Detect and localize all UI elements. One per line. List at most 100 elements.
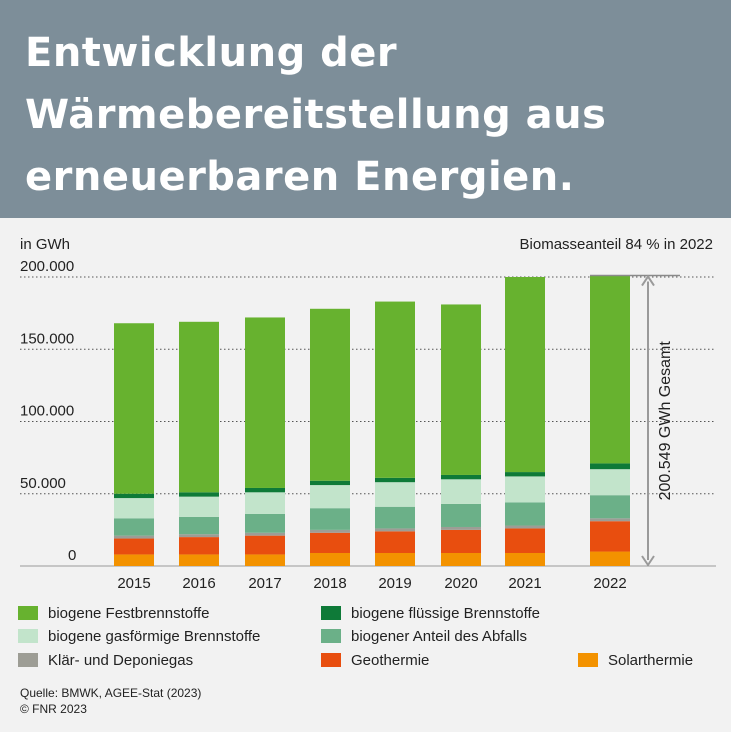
legend-swatch	[321, 606, 341, 620]
y-tick-label: 50.000	[20, 475, 66, 492]
bar-segment	[505, 472, 545, 477]
total-arrow-head-down	[641, 555, 655, 567]
bar-segment	[505, 502, 545, 526]
bar-segment	[114, 498, 154, 519]
bar-segment	[441, 479, 481, 504]
x-tick-label: 2019	[378, 575, 411, 592]
copyright-line: © FNR 2023	[20, 702, 87, 716]
x-tick-label: 2022	[593, 575, 626, 592]
bar-segment	[245, 317, 285, 488]
bar-segment	[375, 482, 415, 507]
bar-segment	[245, 535, 285, 555]
bar-segment	[505, 552, 545, 566]
bar-segment	[590, 495, 630, 519]
legend-swatch	[18, 606, 38, 620]
bar-segment	[441, 529, 481, 553]
bar-segment	[505, 277, 545, 473]
title-banner: Entwicklung der Wärmebereitstellung aus …	[0, 0, 731, 218]
bar-segment	[114, 535, 154, 539]
bar-segment	[114, 518, 154, 536]
chart-area: in GWh Biomasseanteil 84 % in 2022 0 50.0…	[0, 218, 731, 732]
legend-label: biogene gasförmige Brennstoffe	[48, 627, 261, 645]
bar-segment	[179, 534, 219, 538]
bar-segment	[310, 532, 350, 553]
y-tick-label: 150.000	[20, 330, 74, 347]
bar-segment	[441, 503, 481, 527]
legend-swatch	[578, 653, 598, 667]
bar-segment	[505, 476, 545, 503]
legend-item-deponiegas: Klär- und Deponiegas	[18, 651, 193, 669]
bar-segment	[441, 304, 481, 475]
bar-segment	[310, 508, 350, 530]
bar-segment	[590, 551, 630, 566]
bars	[114, 275, 630, 566]
bar-segment	[590, 275, 630, 464]
title-line-1: Entwicklung der	[25, 30, 398, 76]
total-label: 200.549 GWh Gesamt	[657, 341, 674, 501]
x-tick-label: 2015	[117, 575, 150, 592]
bar-segment	[375, 506, 415, 529]
bar-segment	[310, 485, 350, 509]
bar-segment	[375, 301, 415, 478]
bar-segment	[310, 529, 350, 533]
x-axis-ticks: 2015 2016 2017 2018 2019 2020 2021 2022	[117, 575, 626, 592]
bar-segment	[375, 531, 415, 553]
legend-label: biogene Festbrennstoffe	[48, 604, 210, 622]
chart-title: Entwicklung der Wärmebereitstellung aus …	[25, 22, 715, 208]
total-indicator: 200.549 GWh Gesamt	[590, 274, 680, 567]
bar-segment	[375, 528, 415, 532]
legend-swatch	[321, 629, 341, 643]
bar-segment	[114, 493, 154, 499]
x-tick-label: 2018	[313, 575, 346, 592]
total-arrow-head-up	[641, 274, 655, 287]
bar-segment	[245, 554, 285, 566]
bar-segment	[590, 469, 630, 496]
bar-segment	[114, 538, 154, 555]
bar-segment	[179, 537, 219, 555]
bar-segment	[590, 463, 630, 470]
bar-segment	[375, 477, 415, 483]
bar-segment	[179, 321, 219, 493]
bar-segment	[179, 554, 219, 566]
bar-segment	[310, 480, 350, 486]
title-line-2: Wärmebereitstellung aus	[25, 92, 607, 138]
source-line: Quelle: BMWK, AGEE-Stat (2023)	[20, 686, 202, 700]
bar-segment	[114, 323, 154, 494]
bar-segment	[590, 518, 630, 522]
y-tick-label: 200.000	[20, 258, 74, 275]
bar-segment	[310, 552, 350, 566]
legend-item-festbrennstoffe: biogene Festbrennstoffe	[18, 604, 210, 622]
legend-swatch	[18, 629, 38, 643]
bar-segment	[179, 492, 219, 497]
y-axis-ticks: 0 50.000 100.000 150.000 200.000	[20, 258, 76, 564]
legend-label: biogene flüssige Brennstoffe	[351, 604, 541, 622]
legend-swatch	[321, 653, 341, 667]
legend-label: Klär- und Deponiegas	[48, 651, 194, 669]
source-note: Quelle: BMWK, AGEE-Stat (2023) © FNR 202…	[20, 685, 201, 717]
legend-swatch	[18, 653, 38, 667]
legend-label: Solarthermie	[608, 651, 694, 669]
stacked-bar-chart: in GWh Biomasseanteil 84 % in 2022 0 50.0…	[20, 236, 716, 592]
bar-segment	[179, 496, 219, 517]
bar-segment	[245, 487, 285, 493]
bar-segment	[375, 552, 415, 566]
bar-segment	[179, 516, 219, 535]
legend-label: Geothermie	[351, 651, 430, 669]
bar-segment	[114, 554, 154, 566]
legend-label: biogener Anteil des Abfalls	[351, 627, 527, 645]
legend-item-abfall: biogener Anteil des Abfalls	[321, 627, 527, 645]
bar-segment	[505, 525, 545, 529]
bar-segment	[245, 532, 285, 536]
title-line-3: erneuerbaren Energien.	[25, 154, 575, 200]
bar-segment	[441, 526, 481, 530]
y-unit-label: in GWh	[20, 236, 70, 253]
x-tick-label: 2016	[182, 575, 215, 592]
legend-item-gasfoermige-brennstoffe: biogene gasförmige Brennstoffe	[18, 627, 260, 645]
y-tick-label: 0	[68, 547, 76, 564]
bar-segment	[310, 308, 350, 481]
x-tick-label: 2021	[508, 575, 541, 592]
legend: biogene Festbrennstoffe biogene flüssige…	[18, 602, 718, 672]
bar-segment	[245, 492, 285, 514]
x-tick-label: 2017	[248, 575, 281, 592]
y-tick-label: 100.000	[20, 403, 74, 420]
